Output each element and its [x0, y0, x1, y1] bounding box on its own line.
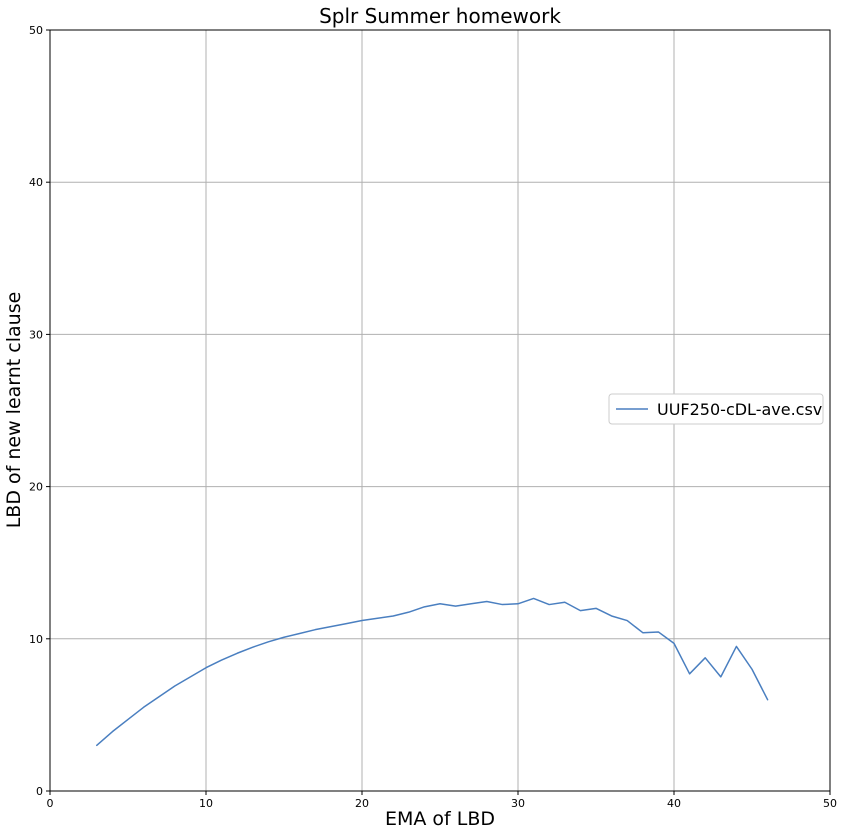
y-tick-label-5: 50 [29, 24, 43, 37]
x-tick-label-2: 20 [355, 797, 369, 810]
y-axis-label: LBD of new learnt clause [3, 292, 25, 529]
series-layer [96, 597, 769, 747]
legend: UUF250-cDL-ave.csv [608, 393, 824, 425]
chart-title: Splr Summer homework [319, 4, 561, 28]
axis-ticks: 0 10 20 30 40 50 0 10 20 30 40 50 [29, 24, 837, 810]
x-tick-label-4: 40 [667, 797, 681, 810]
grid-lines [50, 30, 830, 791]
x-tick-label-1: 10 [199, 797, 213, 810]
y-tick-label-1: 10 [29, 633, 43, 646]
y-tick-label-3: 30 [29, 328, 43, 341]
y-tick-label-0: 0 [36, 785, 43, 798]
x-axis-label: EMA of LBD [385, 808, 495, 830]
x-tick-label-5: 50 [823, 797, 837, 810]
x-tick-label-0: 0 [47, 797, 54, 810]
series-line-0 [96, 597, 769, 747]
legend-label: UUF250-cDL-ave.csv [657, 400, 822, 419]
y-tick-label-2: 20 [29, 481, 43, 494]
x-tick-label-3: 30 [511, 797, 525, 810]
legend-box [608, 393, 824, 425]
plot-area-frame [49, 29, 831, 792]
y-tick-label-4: 40 [29, 176, 43, 189]
